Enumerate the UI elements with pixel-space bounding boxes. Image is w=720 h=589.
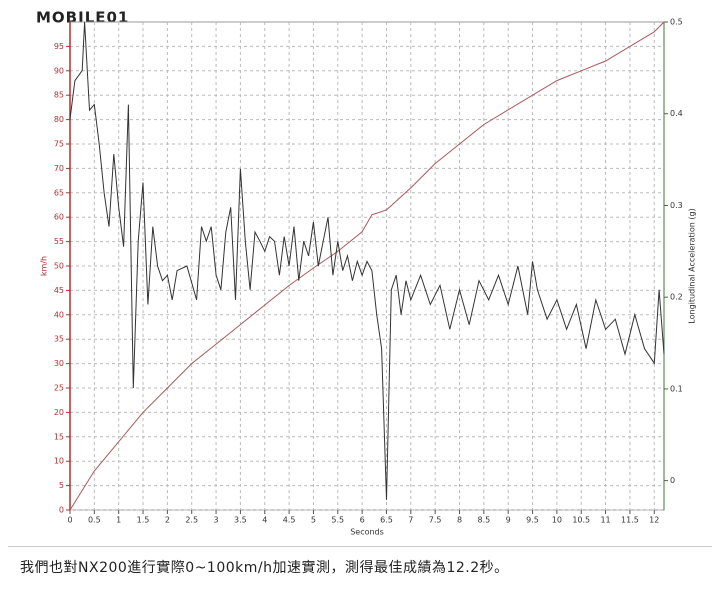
x-tick-label: 7.5	[429, 516, 442, 525]
chart: MOBILE01 0510152025303540455055606570758…	[36, 9, 697, 537]
divider	[8, 546, 712, 547]
x-tick-label: 6.5	[380, 516, 393, 525]
x-tick-label: 8	[457, 516, 462, 525]
x-tick-label: 7	[408, 516, 413, 525]
x-tick-label: 5	[311, 516, 316, 525]
y-tick-label: 15	[54, 432, 64, 441]
x-tick-label: 9.5	[526, 516, 539, 525]
y2-tick-label: 0.1	[670, 384, 683, 393]
caption: 我們也對NX200進行實際0~100km/h加速實測，測得最佳成績為12.2秒。	[20, 560, 509, 576]
x-tick-label: 9	[506, 516, 511, 525]
x-tick-label: 0	[67, 516, 72, 525]
x-tick-label: 5.5	[331, 516, 344, 525]
y-tick-label: 80	[54, 115, 64, 124]
y-tick-label: 65	[54, 188, 64, 197]
y-tick-label: 25	[54, 384, 64, 393]
y2-tick-label: 0	[670, 476, 675, 485]
y-tick-label: 85	[54, 91, 64, 100]
y-tick-label: 5	[59, 481, 64, 490]
y-tick-label: 75	[54, 140, 64, 149]
data-line	[69, 21, 665, 511]
y-tick-label: 95	[54, 42, 64, 51]
x-tick-label: 4.5	[283, 516, 296, 525]
x-axis-label: Seconds	[350, 528, 384, 537]
y2-tick-label: 0.4	[670, 109, 683, 118]
x-tick-label: 11.5	[621, 516, 639, 525]
x-tick-label: 10	[552, 516, 562, 525]
x-tick-label: 2.5	[185, 516, 198, 525]
y-tick-label: 70	[54, 164, 64, 173]
x-tick-label: 8.5	[477, 516, 490, 525]
y-tick-label: 40	[54, 310, 64, 319]
x-tick-label: 2	[165, 516, 170, 525]
y-tick-label: 10	[54, 457, 64, 466]
y-tick-label: 35	[54, 335, 64, 344]
y2-tick-label: 0.2	[670, 293, 683, 302]
y-tick-label: 20	[54, 408, 64, 417]
x-tick-label: 6	[360, 516, 365, 525]
y-tick-label: 50	[54, 262, 64, 271]
x-tick-label: 3.5	[234, 516, 247, 525]
x-tick-label: 3	[214, 516, 219, 525]
x-tick-label: 0.5	[88, 516, 101, 525]
x-tick-label: 4	[262, 516, 267, 525]
y-tick-label: 60	[54, 213, 64, 222]
x-tick-label: 11	[600, 516, 610, 525]
x-tick-label: 10.5	[572, 516, 590, 525]
data-line	[69, 21, 665, 500]
y2-tick-label: 0.3	[670, 201, 683, 210]
x-tick-label: 1.5	[137, 516, 150, 525]
y-tick-label: 55	[54, 237, 64, 246]
x-tick-label: 1	[116, 516, 121, 525]
y2-tick-label: 0.5	[670, 18, 683, 27]
y-tick-label: 0	[59, 506, 64, 515]
y-axis-label: km/h	[40, 256, 49, 276]
y-tick-label: 90	[54, 66, 64, 75]
x-tick-label: 12	[649, 516, 659, 525]
y-tick-label: 45	[54, 286, 64, 295]
y-tick-label: 30	[54, 359, 64, 368]
y2-axis-label: Longitudinal Acceleration (g)	[688, 208, 697, 323]
